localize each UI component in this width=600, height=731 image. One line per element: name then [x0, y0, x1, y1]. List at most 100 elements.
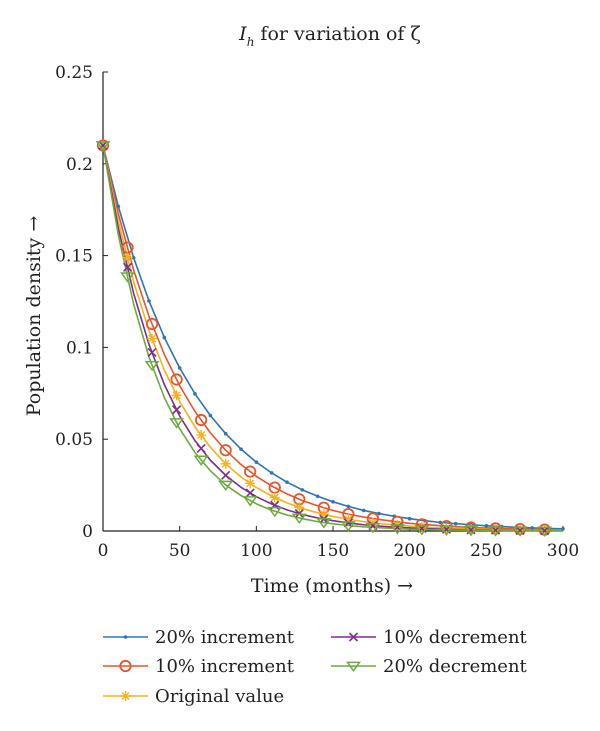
series-point — [294, 508, 304, 519]
series-line — [102, 145, 564, 530]
series-line — [102, 145, 564, 532]
series-point — [193, 392, 197, 396]
series-point — [315, 494, 320, 499]
legend-label: 10% decrement — [383, 627, 528, 648]
legend-item: 10% increment — [103, 656, 295, 677]
series-point — [169, 418, 185, 429]
series-line — [102, 145, 563, 532]
x-tick-label: 0 — [98, 541, 109, 561]
series-point — [116, 204, 121, 209]
series-point — [95, 141, 111, 152]
series-markers — [95, 141, 553, 537]
x-tick-label: 50 — [169, 541, 191, 561]
series-point — [441, 523, 452, 534]
series-point — [530, 526, 535, 530]
series-point — [162, 335, 167, 340]
series-point — [244, 465, 257, 478]
series-point — [98, 140, 108, 151]
series-point — [269, 471, 274, 475]
series-point — [245, 488, 255, 498]
series-point — [245, 478, 256, 489]
series-point — [294, 502, 305, 513]
series-point — [343, 514, 354, 525]
series-point — [219, 444, 232, 457]
series-point — [147, 347, 157, 358]
legend-label: Original value — [155, 686, 284, 707]
series-point — [361, 508, 366, 513]
series-point — [367, 517, 378, 528]
legend-marker — [123, 635, 128, 639]
series-point — [300, 488, 305, 492]
series-point — [340, 521, 356, 532]
series-point — [196, 443, 206, 454]
legend-item: 20% decrement — [331, 656, 528, 677]
y-axis-title: Population density → — [23, 216, 45, 417]
series-point — [122, 262, 133, 272]
series-point — [269, 492, 280, 503]
legend-item: 20% increment — [103, 627, 295, 648]
series-point — [223, 431, 228, 436]
legend-item: 10% decrement — [331, 627, 528, 648]
series-point — [512, 526, 528, 537]
series-point — [377, 511, 381, 516]
series-point — [484, 524, 489, 528]
series-point — [439, 525, 454, 537]
series-point — [267, 506, 283, 518]
series-line — [102, 145, 564, 532]
x-tick-label: 150 — [317, 541, 349, 561]
series-point — [193, 455, 209, 466]
series-point — [291, 513, 307, 525]
y-tick-label: 0.1 — [66, 338, 93, 358]
series-point — [463, 525, 479, 537]
series-point — [414, 525, 430, 536]
series-point — [242, 496, 258, 507]
legend-label: 10% increment — [155, 656, 295, 677]
series-point — [285, 480, 289, 484]
title-subscript: h — [247, 35, 255, 49]
series-point — [537, 526, 553, 537]
series-point — [171, 390, 182, 401]
series-markers — [98, 140, 550, 536]
series-point — [389, 524, 405, 535]
series-point — [196, 430, 207, 441]
x-axis-title: Time (months) → — [251, 575, 413, 597]
title-symbol: I — [238, 23, 247, 45]
series-point — [131, 256, 136, 260]
y-tick-label: 0.15 — [55, 247, 93, 267]
series-point — [239, 447, 243, 451]
y-tick-label: 0.2 — [66, 155, 93, 175]
legend-marker — [119, 659, 132, 673]
series-point — [488, 526, 503, 537]
series-point — [144, 360, 160, 372]
series-point — [561, 526, 565, 531]
series-point — [318, 509, 329, 520]
series-point — [218, 480, 234, 492]
legend: 20% increment 10% increment Original value… — [103, 627, 528, 707]
legend-label: 20% increment — [155, 627, 295, 648]
chart-title: Ih for variation of ζ — [238, 23, 421, 49]
legend-item: Original value — [103, 686, 284, 707]
series-point — [254, 460, 259, 464]
legend-marker — [346, 661, 361, 673]
series-point — [221, 470, 231, 480]
legend-marker — [120, 691, 131, 701]
y-tick-label: 0.25 — [55, 63, 93, 83]
series-point — [208, 413, 213, 418]
x-tick-label: 200 — [393, 541, 425, 561]
series-point — [365, 522, 381, 534]
series-point — [147, 299, 151, 303]
series-markers — [101, 143, 565, 531]
series-point — [170, 373, 183, 386]
series-point — [346, 504, 351, 509]
series-point — [145, 317, 159, 331]
x-tick-label: 100 — [240, 541, 272, 561]
axes: 0 50 100 150 200 250 300 0 0.05 0.1 0.15 0.2 0.25 — [55, 63, 579, 561]
series-point — [120, 272, 135, 283]
series-point — [177, 366, 182, 370]
series-point — [195, 413, 208, 427]
series-point — [122, 252, 133, 263]
series-point — [453, 521, 458, 526]
plot-lines — [102, 145, 564, 532]
title-rest: for variation of ζ — [260, 23, 420, 45]
